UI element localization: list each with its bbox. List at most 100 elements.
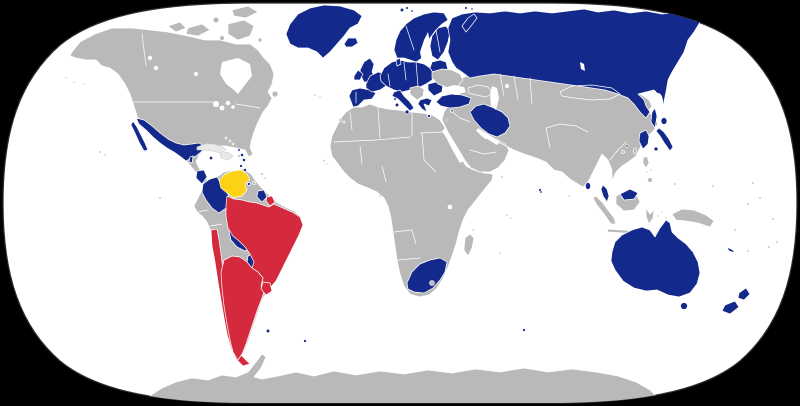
pacific-island [712,185,714,187]
lake-winnipeg [194,72,198,76]
asia-border-mongolia [560,85,620,100]
island-dot [261,173,264,176]
turkey [436,94,471,108]
maldives [568,195,570,197]
corsica [394,98,397,101]
novaya-zemlya [462,14,477,32]
lake-baikal [580,62,585,71]
asia-border-himalaya [546,124,588,132]
great-lake [231,105,235,109]
pacific-island [772,218,774,220]
sea-of-okhotsk [653,93,663,111]
madagascar [464,234,474,256]
azores [319,96,321,98]
pacific-island [674,183,676,185]
greenland [286,5,362,58]
ireland [354,70,363,80]
antilles-dot [238,149,241,152]
south-africa [407,258,447,293]
new-caledonia [727,247,735,253]
hainan [622,151,625,154]
socotra [501,176,503,178]
europe-border [388,74,390,86]
great-lake [225,100,231,106]
iceland [344,38,358,47]
southamerica-border [210,224,222,226]
antilles-dot [240,165,243,168]
africa-border [360,146,362,164]
crete [428,115,431,118]
mindanao [648,178,653,183]
antilles-dot [243,168,246,171]
baja-california [131,121,148,151]
sao-tome [379,195,381,197]
ukraine [432,69,463,88]
hong-kong [626,145,628,147]
great-lake [213,101,219,107]
seychelles [510,217,512,219]
great-lake [219,105,225,111]
nicaragua [196,170,207,184]
comoros [472,229,474,231]
africa-border [382,166,386,182]
us-canada-border-east [236,104,260,108]
island-dot [661,211,663,213]
trinidad [253,182,256,185]
japan-honshu [656,128,673,151]
malaysia-peninsula [601,185,609,202]
island-dot [665,217,667,219]
africa-border [378,108,380,138]
aleutian-dot [83,83,85,85]
taiwan [633,148,637,154]
island-dot [650,169,652,171]
sri-lanka [585,182,590,189]
asia-border-centralasia [530,78,532,104]
brazil [226,196,303,292]
franz-josef [465,7,468,10]
great-bear-lake [147,55,153,61]
arctic-island [186,24,210,36]
alaska-border [142,34,146,66]
antilles-dot [242,158,245,161]
island-dot [499,252,501,254]
sicily [405,110,409,114]
japan-kyushu [654,147,658,151]
new-guinea [672,209,714,227]
pacific-island [747,250,749,252]
new-zealand-north [738,288,750,300]
falkland-islands [266,329,270,333]
greece [418,98,432,112]
persian-gulf [476,128,500,145]
cyprus [451,110,454,113]
cape-verde [323,160,325,162]
asia-border-indochina [610,142,626,160]
korea [639,130,649,149]
water-bodies [147,32,663,210]
asia-border-arabia [470,150,496,154]
africa-border [394,230,416,244]
sardinia [395,103,399,107]
svalbard [400,8,404,12]
pacific-island [776,241,778,243]
lesotho [430,281,435,286]
island-dot [225,137,227,139]
gray-overlays [410,69,493,285]
lake-victoria [447,204,453,210]
sumatra [593,196,616,224]
antilles-dot [240,153,243,156]
malaysia-borneo [620,189,638,200]
hawaii [104,154,106,156]
svalbard [411,10,413,12]
asia-border-centralasia [514,76,518,100]
svalbard [406,7,409,10]
suriname [257,190,267,202]
luzon [643,156,649,168]
denmark [396,58,401,66]
seychelles [506,214,508,216]
canary-islands [339,119,342,122]
arctic-island [228,20,254,40]
newfoundland [272,91,278,97]
africa-border [334,137,410,142]
